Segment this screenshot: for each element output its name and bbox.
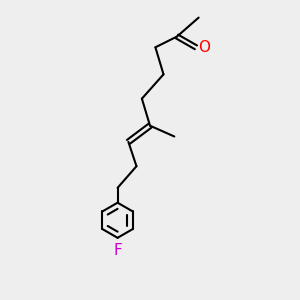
Text: F: F	[113, 243, 122, 258]
Text: O: O	[198, 40, 210, 55]
